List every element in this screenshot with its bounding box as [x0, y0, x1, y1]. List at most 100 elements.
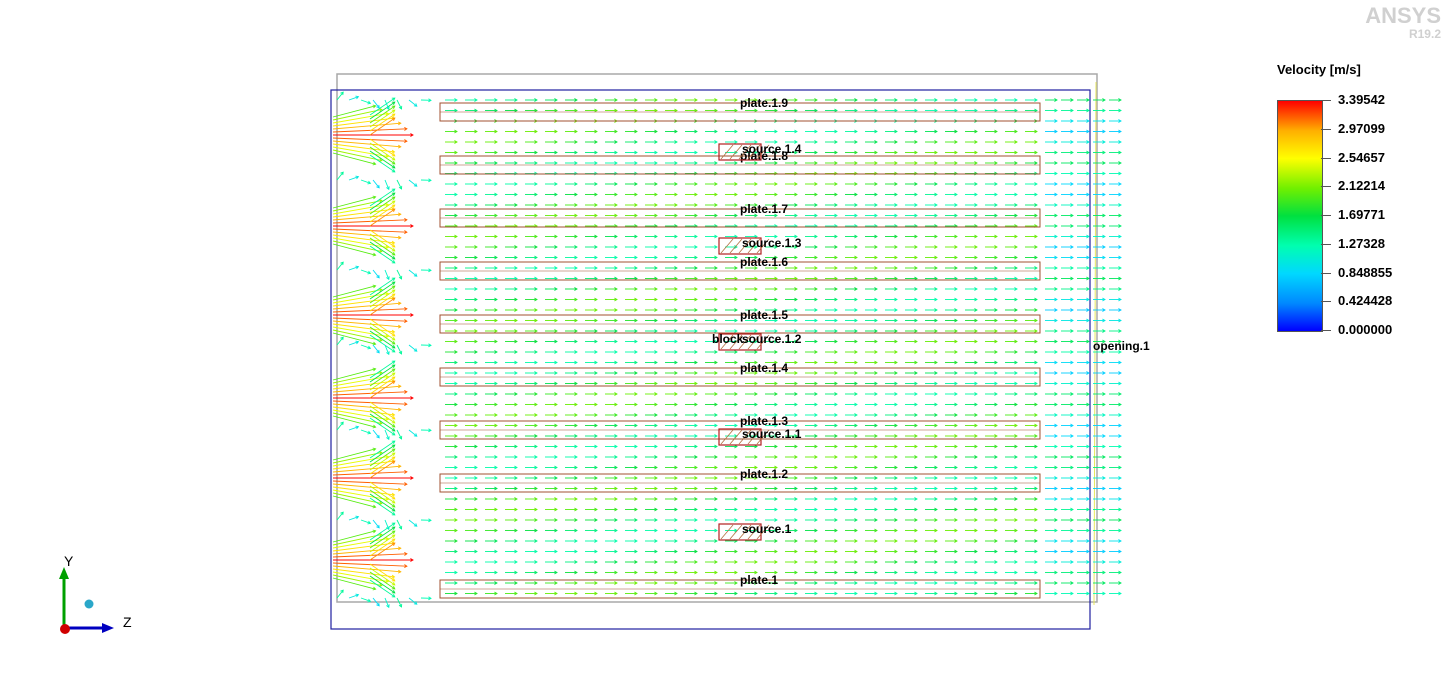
velocity-vector-head — [674, 203, 678, 207]
velocity-vector-head — [934, 413, 938, 417]
velocity-vector-head — [694, 161, 698, 165]
velocity-vector-head — [404, 319, 408, 323]
velocity-vector-head — [574, 539, 578, 543]
velocity-vector-head — [774, 266, 778, 270]
velocity-vector-head — [614, 591, 618, 596]
velocity-vector-head — [494, 434, 498, 438]
velocity-vector — [336, 171, 344, 181]
velocity-vector-head — [654, 339, 658, 344]
velocity-vector-head — [614, 213, 618, 218]
velocity-vector-head — [874, 329, 878, 333]
velocity-vector-head — [674, 581, 678, 585]
velocity-vector-head — [674, 486, 678, 491]
velocity-vector-head — [404, 564, 408, 568]
velocity-vector-head — [974, 213, 978, 218]
velocity-vector-head — [734, 266, 738, 270]
velocity-vector-head — [1070, 266, 1074, 270]
velocity-vector-head — [954, 360, 958, 365]
brand-name: ANSYS — [1365, 3, 1441, 28]
velocity-vector-head — [1086, 549, 1090, 554]
velocity-vector-head — [1118, 297, 1122, 302]
plate-label: plate.1.3 — [740, 414, 788, 428]
velocity-vector-head — [674, 182, 678, 186]
velocity-vector-head — [634, 203, 638, 207]
velocity-vector-head — [372, 252, 377, 257]
velocity-vector-head — [734, 360, 738, 365]
velocity-vector-head — [674, 140, 678, 144]
velocity-vector-head — [794, 287, 798, 291]
velocity-vector — [369, 440, 396, 459]
velocity-vector-head — [554, 350, 558, 354]
velocity-vector-head — [1054, 581, 1058, 585]
velocity-vector-head — [814, 591, 818, 596]
velocity-vector-head — [914, 549, 918, 554]
velocity-vector-head — [574, 497, 578, 501]
velocity-legend[interactable]: Velocity [m/s] 3.39542 2.97099 2.54657 2.12… — [1270, 60, 1440, 350]
velocity-vector — [369, 368, 396, 387]
velocity-vector-head — [1102, 161, 1106, 165]
velocity-vector-head — [734, 402, 738, 407]
velocity-vector-head — [874, 465, 878, 470]
velocity-vector-head — [794, 528, 798, 533]
velocity-vector-head — [514, 434, 518, 438]
velocity-vector-head — [974, 465, 978, 470]
velocity-vector-head — [1034, 423, 1038, 428]
velocity-vector — [396, 344, 402, 355]
velocity-vector-head — [574, 213, 578, 218]
velocity-vector-head — [774, 98, 778, 102]
velocity-vector — [332, 375, 389, 387]
velocity-vector-head — [1102, 234, 1106, 239]
velocity-vector-head — [1070, 287, 1074, 291]
velocity-vector — [372, 179, 380, 189]
velocity-vector — [360, 269, 371, 274]
velocity-vector-head — [754, 350, 758, 354]
velocity-vector-head — [754, 308, 758, 312]
velocity-vector-head — [554, 182, 558, 186]
velocity-vector-head — [474, 360, 478, 365]
legend-value: 2.54657 — [1338, 149, 1385, 165]
velocity-vector-head — [385, 374, 390, 379]
opening-edge — [1093, 81, 1097, 606]
velocity-vector-head — [854, 528, 858, 533]
velocity-vector-head — [614, 444, 618, 449]
velocity-vector-head — [614, 287, 618, 291]
ansys-logo: ANSYS R19.2 — [1365, 3, 1441, 41]
velocity-vector-head — [914, 444, 918, 449]
velocity-vector-head — [654, 549, 658, 554]
velocity-vector-head — [1086, 245, 1090, 249]
velocity-vector-head — [794, 371, 798, 375]
velocity-vector-head — [854, 476, 858, 480]
velocity-vector-head — [1014, 297, 1018, 302]
velocity-vector — [369, 241, 396, 260]
velocity-vector-head — [754, 591, 758, 596]
velocity-vector-head — [1118, 528, 1122, 533]
velocity-vector-head — [1102, 392, 1106, 396]
source-hatch — [720, 238, 734, 254]
velocity-vector-head — [894, 539, 898, 543]
velocity-vector-head — [1118, 371, 1122, 375]
velocity-vector-head — [814, 203, 818, 207]
velocity-vector-head — [834, 476, 838, 480]
velocity-vector-head — [994, 381, 998, 386]
velocity-vector-head — [934, 255, 938, 260]
velocity-vector-head — [914, 318, 918, 323]
velocity-vector-head — [834, 339, 838, 344]
velocity-vector-head — [774, 140, 778, 144]
velocity-vector-head — [554, 297, 558, 302]
velocity-vector-head — [1118, 591, 1122, 596]
velocity-vector-head — [994, 308, 998, 312]
velocity-vector-head — [694, 129, 698, 134]
velocity-vector-head — [834, 308, 838, 312]
velocity-vector-head — [1102, 507, 1106, 512]
velocity-vector-head — [1054, 234, 1058, 239]
velocity-vector-head — [734, 129, 738, 134]
velocity-vector-head — [1118, 203, 1122, 207]
velocity-vector-head — [428, 178, 432, 183]
velocity-vector-head — [834, 234, 838, 239]
velocity-vector-head — [454, 182, 458, 186]
velocity-vector-head — [1014, 129, 1018, 134]
velocity-vector-head — [391, 349, 396, 353]
velocity-vector-head — [1014, 591, 1018, 596]
